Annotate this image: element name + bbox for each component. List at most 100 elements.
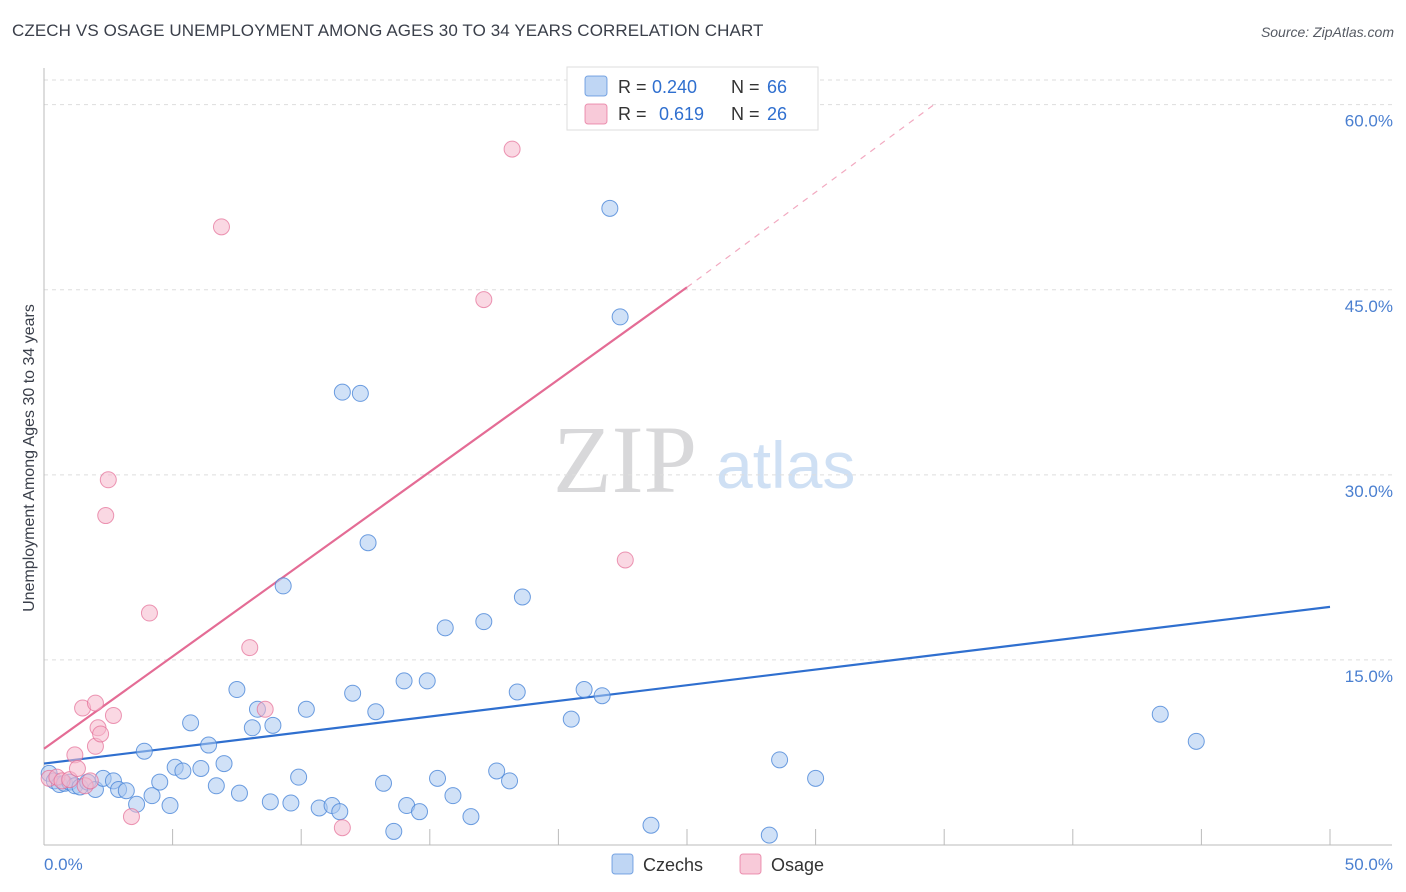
osage-point-17 xyxy=(140,604,158,622)
czech-point-20 xyxy=(182,714,200,732)
x-tick-label-max: 50.0% xyxy=(1345,855,1393,874)
legend-osage-n-value: 26 xyxy=(767,104,787,124)
czech-points xyxy=(40,199,1205,844)
x-tick-label-min: 0.0% xyxy=(44,855,83,874)
czech-point-32 xyxy=(282,794,300,812)
czech-point-45 xyxy=(395,672,413,690)
osage-point-16 xyxy=(122,808,140,826)
legend-swatch-czech xyxy=(584,75,608,97)
legend-osage-r-value: 0.619 xyxy=(659,104,704,124)
osage-point-20 xyxy=(256,700,274,718)
osage-point-13 xyxy=(104,706,122,724)
czech-point-56 xyxy=(508,683,526,701)
czech-point-14 xyxy=(135,742,153,760)
czech-point-67 xyxy=(1151,705,1169,723)
osage-point-14 xyxy=(99,471,117,489)
osage-point-22 xyxy=(475,291,493,309)
czech-point-24 xyxy=(215,755,233,773)
czech-point-47 xyxy=(411,803,429,821)
osage-trend-extension xyxy=(686,104,935,288)
legend-czech-r-label: R = xyxy=(618,77,647,97)
osage-point-18 xyxy=(212,218,230,236)
czech-point-49 xyxy=(429,769,447,787)
czech-point-42 xyxy=(367,703,385,721)
czech-point-21 xyxy=(192,760,210,777)
czech-point-40 xyxy=(351,384,369,402)
chart-title: CZECH VS OSAGE UNEMPLOYMENT AMONG AGES 3… xyxy=(12,21,764,40)
bottom-legend-osage: Osage xyxy=(771,855,824,875)
osage-point-12 xyxy=(92,725,110,743)
czech-point-61 xyxy=(601,199,619,217)
czech-point-48 xyxy=(418,672,436,690)
legend-osage-n-label: N = xyxy=(731,104,760,124)
osage-point-5 xyxy=(68,760,86,777)
osage-point-23 xyxy=(503,140,521,158)
czech-point-53 xyxy=(475,613,493,631)
y-tick-label-1: 30.0% xyxy=(1345,482,1393,501)
watermark-atlas: atlas xyxy=(716,428,855,502)
legend-swatch-osage xyxy=(584,103,608,125)
czech-point-59 xyxy=(575,681,593,699)
y-tick-label-3: 60.0% xyxy=(1345,112,1393,131)
legend-czech-n-value: 66 xyxy=(767,77,787,97)
czech-point-58 xyxy=(562,710,580,728)
y-tick-label-2: 45.0% xyxy=(1345,297,1393,316)
czech-point-65 xyxy=(771,751,789,769)
czech-point-16 xyxy=(151,773,169,791)
czech-point-57 xyxy=(513,588,531,606)
czech-point-26 xyxy=(230,784,248,802)
czech-trend-line xyxy=(43,605,1331,765)
legend-czech-r-value: 0.240 xyxy=(652,77,697,97)
tick-labels: 15.0% 30.0% 45.0% 60.0% 0.0% 50.0% xyxy=(44,112,1393,874)
bottom-legend-swatch-czech xyxy=(611,853,634,875)
czech-point-62 xyxy=(611,308,629,326)
bottom-legend: Czechs Osage xyxy=(611,853,824,875)
osage-trend-line xyxy=(43,286,688,750)
czech-point-68 xyxy=(1187,732,1205,750)
czech-point-64 xyxy=(760,826,778,844)
grid-lines xyxy=(44,79,1392,661)
czech-point-44 xyxy=(385,822,403,840)
bottom-legend-czech: Czechs xyxy=(643,855,703,875)
czech-point-12 xyxy=(117,782,135,800)
legend: R = 0.240 N = 66 R = 0.619 N = 26 xyxy=(566,66,819,131)
czech-point-33 xyxy=(290,768,308,786)
czech-point-25 xyxy=(228,681,246,699)
czech-point-19 xyxy=(174,762,192,780)
czech-point-29 xyxy=(261,793,279,811)
czech-point-50 xyxy=(436,619,454,637)
czech-point-51 xyxy=(444,787,462,805)
czech-point-60 xyxy=(593,687,611,705)
czech-point-66 xyxy=(807,769,825,787)
osage-point-7 xyxy=(81,772,99,790)
czech-point-30 xyxy=(264,716,282,734)
czech-point-31 xyxy=(274,577,292,595)
czech-point-22 xyxy=(200,736,218,754)
trend-lines xyxy=(43,104,1331,765)
czech-point-15 xyxy=(143,787,161,805)
osage-point-19 xyxy=(241,639,259,657)
czech-point-27 xyxy=(243,719,261,737)
czech-point-23 xyxy=(207,777,225,795)
czech-point-41 xyxy=(359,534,377,552)
osage-point-15 xyxy=(97,507,115,525)
czech-point-17 xyxy=(161,797,179,815)
legend-czech-n-label: N = xyxy=(731,77,760,97)
legend-box xyxy=(566,66,819,131)
czech-point-34 xyxy=(297,700,315,718)
bottom-legend-swatch-osage xyxy=(739,853,762,875)
osage-point-24 xyxy=(616,551,634,569)
source-label: Source: ZipAtlas.com xyxy=(1260,24,1394,40)
czech-point-37 xyxy=(331,803,349,821)
czech-point-38 xyxy=(333,383,351,401)
czech-point-55 xyxy=(501,772,519,790)
osage-point-21 xyxy=(333,819,351,837)
czech-point-63 xyxy=(642,816,660,834)
axes xyxy=(43,68,1392,846)
czech-point-54 xyxy=(488,762,506,780)
czech-point-43 xyxy=(375,774,393,792)
czech-point-39 xyxy=(344,684,362,702)
watermark-zip: ZIP xyxy=(553,406,697,513)
osage-points xyxy=(40,140,634,837)
